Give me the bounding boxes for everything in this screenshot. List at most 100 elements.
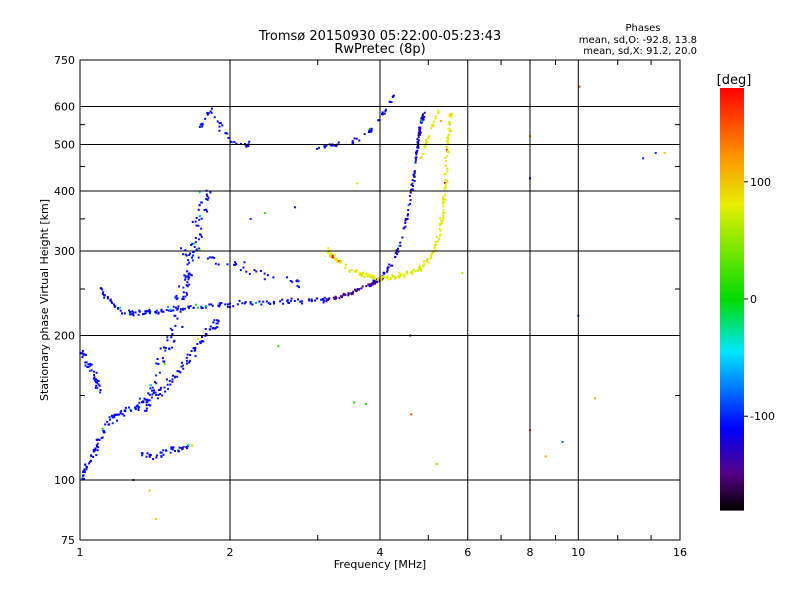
echo-point — [417, 136, 420, 139]
echo-point — [118, 413, 121, 416]
echo-point — [111, 414, 113, 417]
colorbar-segment — [720, 154, 744, 157]
echo-point — [201, 336, 203, 338]
echo-point — [437, 111, 440, 113]
x-tick-label: 2 — [227, 546, 234, 559]
echo-point — [394, 252, 397, 254]
echo-point — [177, 450, 180, 453]
echo-point — [178, 285, 181, 288]
echo-point — [155, 309, 158, 312]
echo-point — [106, 420, 109, 423]
echo-point — [96, 449, 99, 452]
echo-point — [436, 240, 439, 243]
echo-point — [116, 419, 118, 422]
echo-point — [137, 406, 140, 409]
echo-point — [396, 253, 399, 256]
echo-point — [269, 302, 272, 305]
echo-point — [200, 217, 203, 220]
echo-point — [137, 313, 140, 316]
echo-point — [442, 197, 444, 200]
echo-point — [144, 310, 147, 313]
echo-point — [325, 144, 328, 147]
colorbar-segment — [720, 210, 744, 213]
colorbar-segment — [720, 366, 744, 369]
colorbar-segment — [720, 324, 744, 327]
colorbar-segment — [720, 298, 744, 301]
echo-point — [171, 380, 174, 383]
echo-point — [134, 408, 137, 411]
echo-point — [83, 468, 86, 471]
colorbar-segment — [720, 314, 744, 317]
echo-point — [186, 270, 189, 273]
echo-point — [161, 394, 164, 397]
echo-point — [266, 274, 269, 277]
echo-point — [198, 204, 201, 207]
echo-point — [186, 362, 188, 365]
echo-point — [174, 450, 176, 452]
echo-point — [94, 381, 97, 384]
echo-point — [416, 138, 419, 141]
echo-point — [424, 142, 427, 145]
echo-point — [279, 300, 282, 303]
echo-point — [332, 296, 335, 299]
colorbar-segment — [720, 472, 744, 475]
echo-point — [411, 182, 414, 185]
scatter-point — [356, 182, 359, 185]
echo-point — [366, 275, 369, 278]
colorbar-segment — [720, 426, 744, 429]
echo-point — [245, 145, 248, 148]
echo-point — [200, 201, 203, 204]
echo-point — [93, 379, 96, 382]
colorbar-segment — [720, 214, 744, 217]
echo-point — [186, 447, 189, 450]
echo-point — [417, 139, 420, 142]
echo-point — [97, 438, 100, 441]
echo-point — [143, 397, 146, 400]
echo-point — [388, 263, 391, 266]
colorbar-segment — [720, 90, 744, 93]
echo-point — [200, 235, 203, 238]
colorbar-segment — [720, 250, 744, 253]
echo-point — [164, 449, 167, 452]
echo-point — [84, 361, 87, 364]
echo-point — [201, 123, 204, 126]
colorbar-segment — [720, 180, 744, 183]
echo-point — [203, 209, 206, 211]
echo-point — [157, 312, 160, 315]
colorbar-segment — [720, 308, 744, 311]
echo-point — [172, 374, 174, 377]
echo-point — [174, 296, 177, 299]
echo-point — [215, 322, 218, 325]
echo-point — [138, 310, 141, 313]
echo-point — [335, 145, 338, 148]
echo-point — [129, 311, 132, 313]
echo-point — [149, 404, 152, 407]
echo-point — [444, 185, 447, 188]
echo-point — [143, 312, 146, 315]
echo-point — [446, 140, 449, 143]
echo-point — [448, 133, 451, 136]
echo-point — [93, 376, 96, 379]
colorbar-segment — [720, 452, 744, 455]
echo-point — [192, 254, 195, 257]
echo-point — [395, 249, 398, 252]
echo-point — [425, 260, 428, 263]
echo-point — [97, 380, 100, 382]
echo-point — [248, 140, 251, 143]
echo-point — [336, 259, 339, 262]
echo-point — [159, 388, 162, 391]
echo-point — [218, 302, 221, 305]
echo-point — [234, 261, 237, 264]
echo-point — [412, 173, 415, 176]
colorbar-segment — [720, 244, 744, 247]
echo-point — [83, 471, 86, 474]
echo-point — [81, 356, 84, 358]
echo-point — [182, 445, 185, 448]
echo-point — [216, 326, 219, 328]
colorbar-segment — [720, 194, 744, 197]
echo-point — [286, 299, 289, 302]
echo-point — [224, 132, 227, 135]
colorbar-segment — [720, 418, 744, 421]
echo-point — [113, 303, 115, 306]
echo-point — [369, 283, 372, 286]
